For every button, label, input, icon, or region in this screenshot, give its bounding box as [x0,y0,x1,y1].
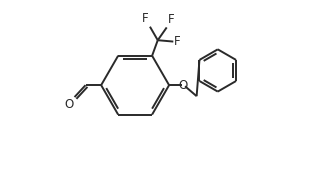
Text: F: F [174,35,181,48]
Text: F: F [167,13,174,26]
Text: F: F [142,12,148,25]
Text: O: O [64,98,73,111]
Text: O: O [178,79,188,92]
